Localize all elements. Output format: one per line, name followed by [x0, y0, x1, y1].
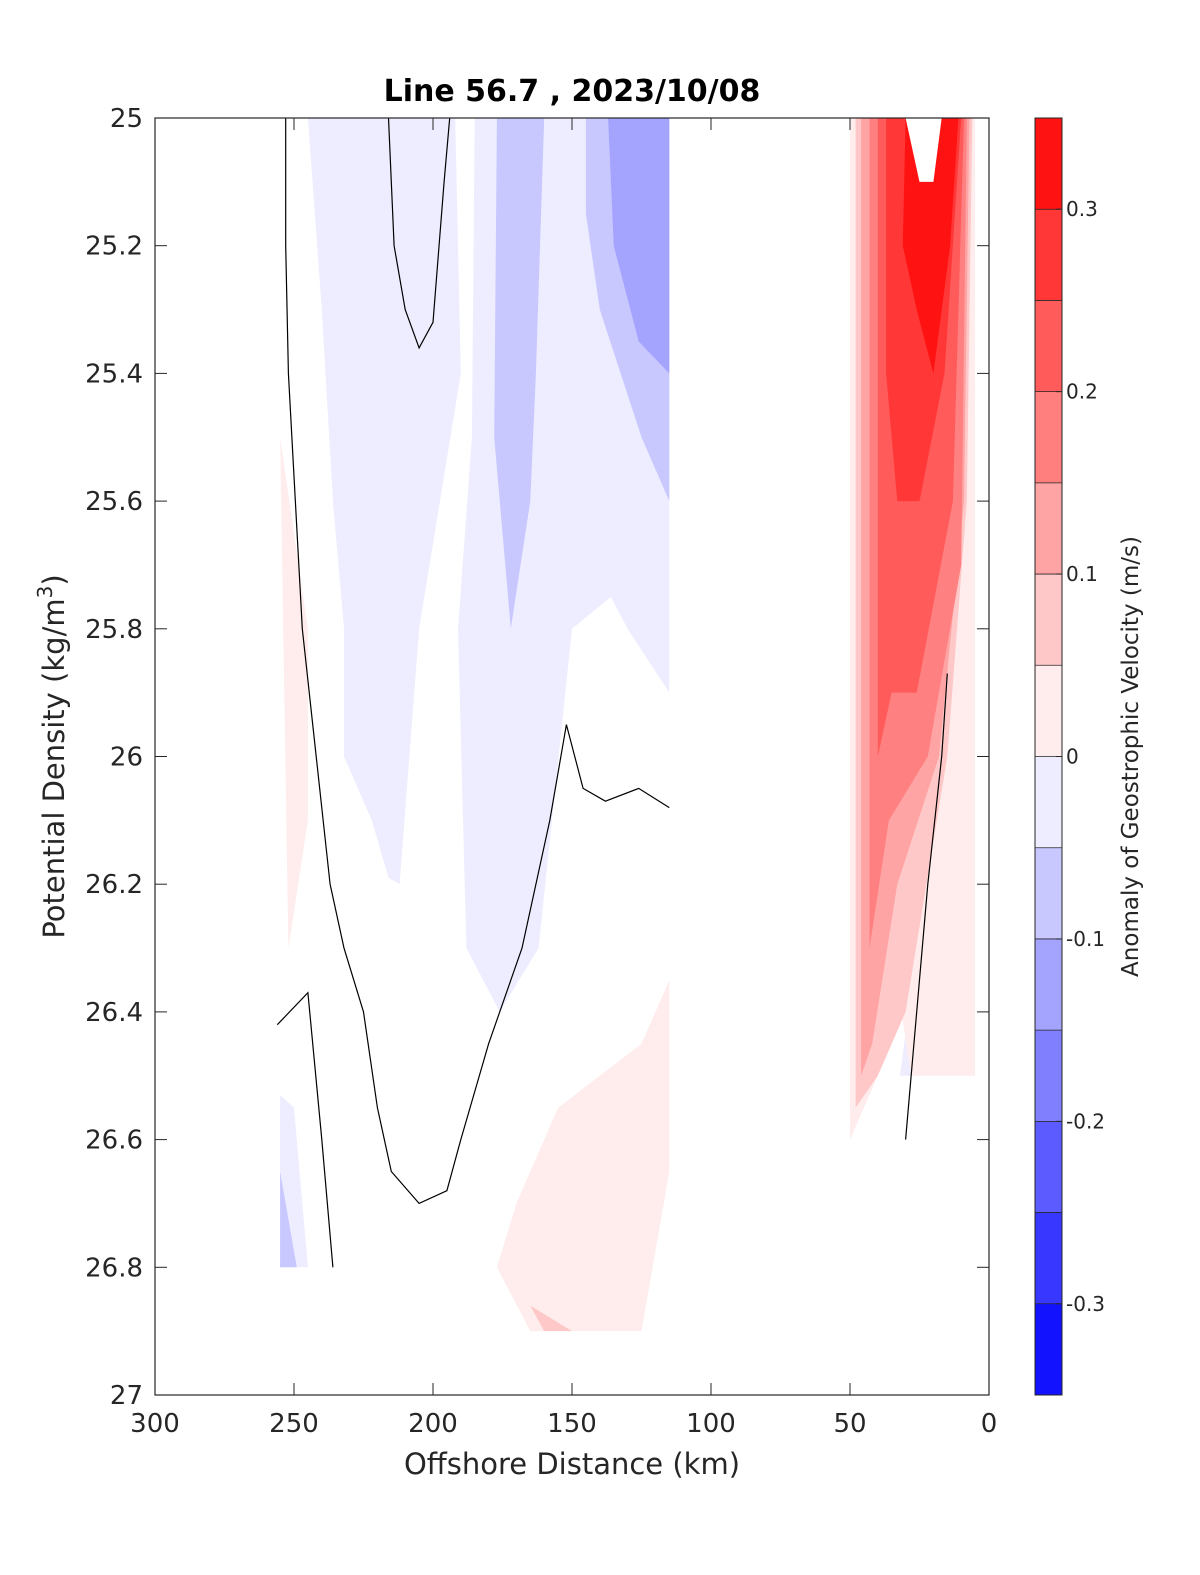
- y-tick-label: 25: [110, 104, 143, 134]
- region-offshore-deep-negative-core: [280, 1171, 297, 1268]
- x-tick-label: 250: [269, 1409, 319, 1439]
- colorbar-tick-label: 0: [1066, 745, 1079, 769]
- colorbar-segment: [1035, 938, 1062, 1031]
- colorbar-segment: [1035, 482, 1062, 575]
- x-tick-label: 200: [408, 1409, 458, 1439]
- colorbar-tick-label: 0.3: [1066, 197, 1098, 221]
- colorbar-tick-label: -0.1: [1066, 927, 1105, 951]
- colorbar-segment: [1035, 209, 1062, 301]
- contour-nearshore-zero-line: [905, 673, 948, 1140]
- colorbar-tick-label: 0.2: [1066, 380, 1098, 404]
- y-tick-label: 26: [110, 743, 143, 773]
- y-axis-label-end: ): [37, 574, 71, 585]
- y-tick-label: 25.8: [85, 615, 143, 645]
- x-tick-label: 0: [981, 1409, 998, 1439]
- axes: 300 250 200 150 100 50 0 25 25.2 25.4 25.6 25.8 26 26…: [85, 104, 997, 1439]
- contour-offshore-deep-line: [276, 991, 334, 1268]
- colorbar-tick-label: 0.1: [1066, 562, 1098, 586]
- colorbar-tick-label: -0.2: [1066, 1109, 1105, 1133]
- x-tick-label: 300: [130, 1409, 180, 1439]
- colorbar: -0.3 -0.2 -0.1 0 0.1 0.2 0.3: [1034, 117, 1105, 1396]
- colorbar-tick-label: -0.3: [1066, 1292, 1105, 1316]
- colorbar-segment: [1035, 1121, 1062, 1213]
- region-deep-positive-patch: [496, 980, 670, 1332]
- gap-nearshore-top-notch: [905, 118, 942, 182]
- x-axis-label: Offshore Distance (km): [404, 1447, 740, 1481]
- contour-offshore-zero-line: [285, 118, 670, 1205]
- y-tick-label: 25.6: [85, 487, 143, 517]
- y-axis-label: Potential Density (kg/m3): [33, 574, 71, 938]
- zero-contours: [276, 117, 948, 1268]
- plot-area: [154, 117, 990, 1396]
- colorbar-segment: [1035, 118, 1062, 210]
- region-deep-positive-core: [530, 1305, 572, 1332]
- chart-title: Line 56.7 , 2023/10/08: [384, 74, 761, 109]
- colorbar-segment: [1035, 574, 1062, 666]
- region-inshore-negative-core: [608, 118, 670, 374]
- y-tick-label: 26.4: [85, 998, 143, 1028]
- region-offshore-positive-sliver: [280, 437, 308, 949]
- colorbar-segment: [1035, 1030, 1062, 1122]
- y-tick-label: 26.2: [85, 870, 143, 900]
- colorbar-segment: [1035, 300, 1062, 392]
- y-tick-label: 25.2: [85, 232, 143, 262]
- colorbar-segment: [1035, 665, 1062, 757]
- colorbar-segment: [1035, 756, 1062, 848]
- x-tick-label: 100: [686, 1409, 736, 1439]
- contour-upper-loop-line: [387, 117, 451, 350]
- colorbar-segment: [1035, 391, 1062, 483]
- filled-contours: [280, 118, 976, 1332]
- y-axis-label-base: Potential Density (kg/m: [37, 598, 71, 938]
- x-tick-label: 150: [547, 1409, 597, 1439]
- region-mid-negative-core: [494, 118, 545, 629]
- region-nearshore-positive-6: [902, 118, 959, 374]
- y-tick-label: 27: [110, 1381, 143, 1411]
- y-tick-label: 25.4: [85, 359, 143, 389]
- y-tick-label: 26.6: [85, 1126, 143, 1156]
- y-axis-label-superscript: 3: [33, 586, 57, 599]
- x-tick-label: 50: [833, 1409, 866, 1439]
- colorbar-segment: [1035, 847, 1062, 939]
- region-offshore-negative-band: [307, 118, 461, 885]
- colorbar-label: Anomaly of Geostrophic Velocity (m/s): [1118, 536, 1144, 977]
- colorbar-segment: [1035, 1212, 1062, 1304]
- y-tick-label: 26.8: [85, 1253, 143, 1283]
- colorbar-segment: [1035, 1303, 1062, 1395]
